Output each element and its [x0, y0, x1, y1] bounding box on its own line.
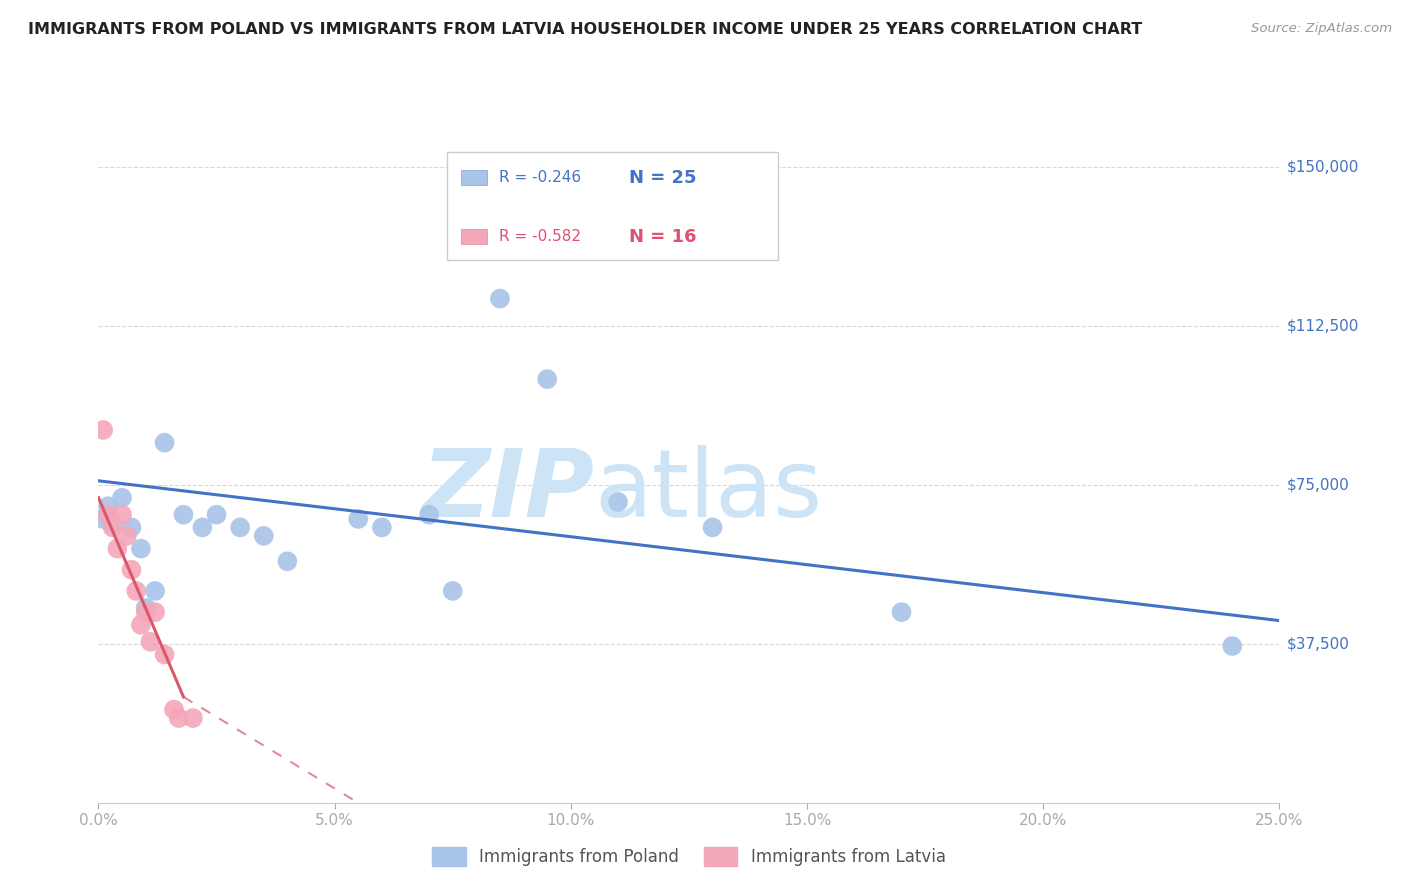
Text: R = -0.582: R = -0.582	[499, 229, 581, 244]
Text: ZIP: ZIP	[422, 445, 595, 537]
FancyBboxPatch shape	[447, 152, 778, 260]
Point	[129, 541, 152, 556]
Legend: Immigrants from Poland, Immigrants from Latvia: Immigrants from Poland, Immigrants from …	[426, 840, 952, 872]
Point	[143, 605, 166, 619]
Bar	[461, 170, 486, 186]
Text: $150,000: $150,000	[1286, 160, 1358, 175]
Point	[111, 508, 134, 522]
Point	[97, 500, 120, 514]
Point	[607, 495, 630, 509]
Text: N = 25: N = 25	[628, 169, 696, 186]
Point	[253, 529, 276, 543]
Point	[276, 554, 298, 568]
Point	[111, 491, 134, 505]
Point	[153, 648, 176, 662]
Point	[181, 711, 204, 725]
Text: $112,500: $112,500	[1286, 318, 1358, 334]
Point	[890, 605, 912, 619]
Text: $75,000: $75,000	[1286, 477, 1350, 492]
Point	[347, 512, 370, 526]
Point	[371, 520, 394, 534]
Point	[125, 583, 148, 598]
Point	[536, 372, 558, 386]
Text: N = 16: N = 16	[628, 227, 696, 245]
Text: Source: ZipAtlas.com: Source: ZipAtlas.com	[1251, 22, 1392, 36]
Point	[101, 520, 124, 534]
Point	[167, 711, 190, 725]
Point	[135, 601, 157, 615]
Point	[105, 541, 128, 556]
Point	[91, 423, 114, 437]
Point	[139, 635, 162, 649]
Point	[121, 520, 143, 534]
Point	[229, 520, 252, 534]
Point	[153, 435, 176, 450]
Point	[191, 520, 214, 534]
Point	[101, 516, 124, 530]
Bar	[461, 229, 486, 244]
Point	[1220, 639, 1243, 653]
Point	[91, 512, 114, 526]
Point	[97, 508, 120, 522]
Point	[121, 563, 143, 577]
Point	[441, 583, 464, 598]
Point	[418, 508, 440, 522]
Point	[143, 583, 166, 598]
Point	[135, 605, 157, 619]
Point	[163, 703, 186, 717]
Point	[205, 508, 228, 522]
Text: IMMIGRANTS FROM POLAND VS IMMIGRANTS FROM LATVIA HOUSEHOLDER INCOME UNDER 25 YEA: IMMIGRANTS FROM POLAND VS IMMIGRANTS FRO…	[28, 22, 1142, 37]
Text: atlas: atlas	[595, 445, 823, 537]
Point	[702, 520, 724, 534]
Point	[489, 292, 512, 306]
Point	[172, 508, 194, 522]
Point	[115, 529, 138, 543]
Point	[129, 617, 152, 632]
Text: R = -0.246: R = -0.246	[499, 170, 581, 186]
Text: $37,500: $37,500	[1286, 636, 1350, 651]
